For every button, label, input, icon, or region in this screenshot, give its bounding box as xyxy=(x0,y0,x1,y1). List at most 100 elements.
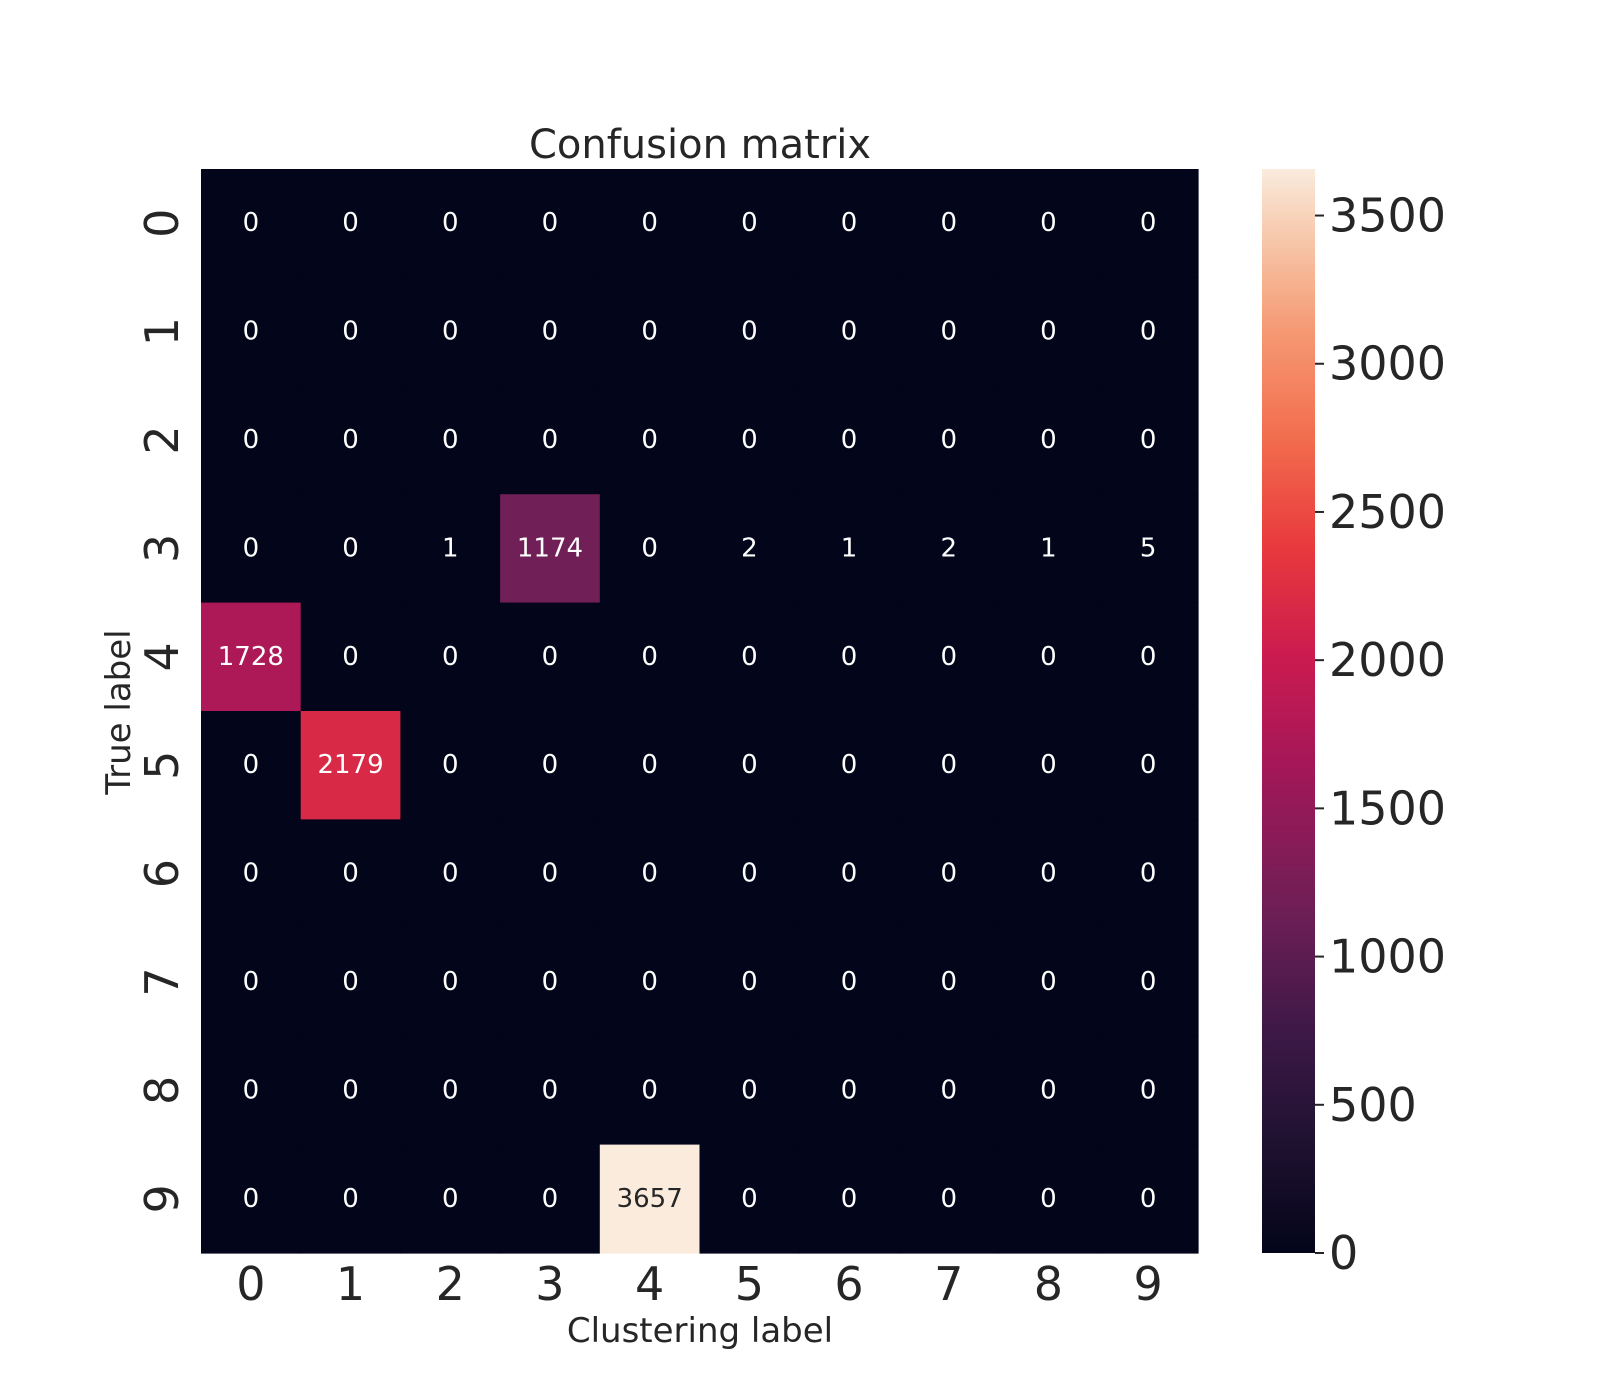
cell-label-r3-c7: 2 xyxy=(940,533,957,563)
cell-r6-c3 xyxy=(500,819,601,929)
cell-label-r3-c0: 0 xyxy=(243,533,260,563)
cell-r3-c5 xyxy=(699,494,800,604)
cell-label-r2-c0: 0 xyxy=(243,425,260,455)
cell-r6-c8 xyxy=(998,819,1099,929)
heatmap-annotations: 0 0 0 0 0 0 0 0 0 00 0 0 0 0 0 0 0 0 00 0 0 0 0 0 0 0 0 00 0 1 1174 0 2 1… xyxy=(218,208,1157,1214)
cell-label-r5-c0: 0 xyxy=(243,750,260,780)
y-axis-label: True label xyxy=(99,629,139,795)
cell-r7-c3 xyxy=(500,927,601,1037)
cell-r2-c8 xyxy=(998,385,1099,495)
cell-label-r3-c1: 0 xyxy=(342,533,359,563)
colorbar-ticks: 0 500 1000 1500 2000 2500 3000 3500 xyxy=(1315,189,1446,1280)
cell-label-r3-c3: 1174 xyxy=(517,533,583,563)
y-axis-ticks: 0 1 2 3 4 5 6 7 8 9 xyxy=(135,209,189,1214)
cell-r9-c6 xyxy=(799,1144,900,1254)
cell-r6-c6 xyxy=(799,819,900,929)
x-tick-label-3: 3 xyxy=(535,1257,564,1311)
cell-r3-c2 xyxy=(400,494,501,604)
cell-label-r6-c2: 0 xyxy=(442,859,459,889)
cell-label-r8-c3: 0 xyxy=(542,1075,559,1105)
chart-title: Confusion matrix xyxy=(529,122,871,168)
cell-r5-c3 xyxy=(500,711,601,820)
cell-label-r1-c3: 0 xyxy=(542,317,559,347)
cell-r6-c4 xyxy=(599,819,701,929)
cell-label-r9-c3: 0 xyxy=(542,1184,559,1214)
cell-r2-c6 xyxy=(799,385,900,495)
cell-r9-c4 xyxy=(599,1144,701,1254)
cell-r5-c6 xyxy=(799,711,900,820)
cell-r2-c4 xyxy=(599,385,701,495)
cell-label-r4-c5: 0 xyxy=(741,642,758,672)
cell-r7-c6 xyxy=(799,927,900,1037)
cell-label-r4-c6: 0 xyxy=(841,642,858,672)
cell-r2-c3 xyxy=(500,385,601,495)
cell-r5-c7 xyxy=(898,711,1000,820)
cell-r1-c5 xyxy=(699,277,800,387)
cell-label-r1-c1: 0 xyxy=(342,317,359,347)
y-tick-label-1: 1 xyxy=(135,317,189,346)
y-tick-label-6: 6 xyxy=(135,859,189,888)
cell-r8-c1 xyxy=(300,1036,401,1146)
cell-r8-c3 xyxy=(500,1036,601,1146)
cell-r9-c8 xyxy=(998,1144,1099,1254)
cell-r0-c9 xyxy=(1098,169,1199,278)
cell-label-r5-c6: 0 xyxy=(841,750,858,780)
cell-r0-c5 xyxy=(699,169,800,278)
colorbar-tick-label-0: 0 xyxy=(1329,1226,1358,1280)
cell-r2-c2 xyxy=(400,385,501,495)
cell-label-r4-c9: 0 xyxy=(1140,642,1157,672)
y-tick-label-2: 2 xyxy=(135,425,189,454)
cell-label-r8-c9: 0 xyxy=(1140,1075,1157,1105)
cell-label-r9-c0: 0 xyxy=(243,1184,260,1214)
cell-label-r7-c1: 0 xyxy=(342,967,359,997)
cell-r2-c5 xyxy=(699,385,800,495)
cell-label-r4-c2: 0 xyxy=(442,642,459,672)
cell-r0-c8 xyxy=(998,169,1099,278)
cell-label-r8-c2: 0 xyxy=(442,1075,459,1105)
cell-r6-c2 xyxy=(400,819,501,929)
y-tick-label-7: 7 xyxy=(135,967,189,996)
cell-label-r6-c8: 0 xyxy=(1040,859,1057,889)
cell-r6-c1 xyxy=(300,819,401,929)
colorbar-tick-label-2: 1000 xyxy=(1329,930,1446,984)
cell-label-r9-c7: 0 xyxy=(940,1184,957,1214)
cell-r4-c0 xyxy=(201,602,302,712)
cell-r9-c7 xyxy=(898,1144,1000,1254)
cell-r4-c2 xyxy=(400,602,501,712)
cell-r2-c9 xyxy=(1098,385,1199,495)
x-tick-label-6: 6 xyxy=(834,1257,863,1311)
cell-label-r7-c5: 0 xyxy=(741,967,758,997)
cell-label-r3-c9: 5 xyxy=(1140,533,1157,563)
cell-label-r1-c4: 0 xyxy=(641,317,658,347)
cell-label-r5-c1: 2179 xyxy=(317,750,383,780)
cell-label-r7-c8: 0 xyxy=(1040,967,1057,997)
cell-label-r5-c8: 0 xyxy=(1040,750,1057,780)
cell-label-r0-c4: 0 xyxy=(641,208,658,238)
cell-r1-c9 xyxy=(1098,277,1199,387)
cell-r2-c0 xyxy=(201,385,302,495)
cell-label-r1-c5: 0 xyxy=(741,317,758,347)
cell-r9-c3 xyxy=(500,1144,601,1254)
cell-label-r8-c4: 0 xyxy=(641,1075,658,1105)
cell-r3-c8 xyxy=(998,494,1099,604)
cell-label-r2-c5: 0 xyxy=(741,425,758,455)
cell-label-r4-c7: 0 xyxy=(940,642,957,672)
cell-r3-c6 xyxy=(799,494,900,604)
x-tick-label-8: 8 xyxy=(1034,1257,1063,1311)
cell-label-r5-c9: 0 xyxy=(1140,750,1157,780)
x-tick-label-7: 7 xyxy=(934,1257,963,1311)
cell-label-r1-c0: 0 xyxy=(243,317,260,347)
cell-r5-c4 xyxy=(599,711,701,820)
colorbar xyxy=(1262,169,1315,1253)
cell-label-r4-c4: 0 xyxy=(641,642,658,672)
cell-r9-c1 xyxy=(300,1144,401,1254)
cell-r7-c2 xyxy=(400,927,501,1037)
cell-label-r1-c2: 0 xyxy=(442,317,459,347)
cell-r8-c7 xyxy=(898,1036,1000,1146)
cell-r7-c5 xyxy=(699,927,800,1037)
cell-r1-c8 xyxy=(998,277,1099,387)
cell-r0-c6 xyxy=(799,169,900,278)
cell-label-r0-c2: 0 xyxy=(442,208,459,238)
cell-label-r4-c1: 0 xyxy=(342,642,359,672)
cell-r0-c2 xyxy=(400,169,501,278)
